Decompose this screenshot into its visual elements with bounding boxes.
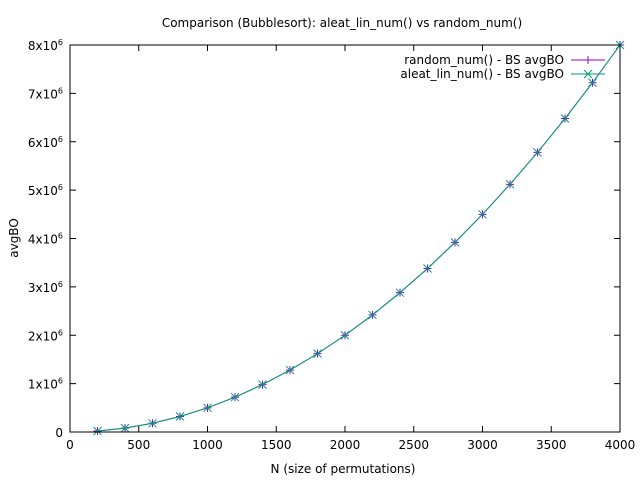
- data-point: [368, 310, 377, 320]
- legend-marker: [584, 56, 592, 64]
- plot-series: [93, 40, 625, 436]
- series-1: [93, 40, 625, 436]
- y-tick-mantissa: 2x10: [28, 329, 58, 343]
- x-tick-label: 3500: [536, 438, 567, 452]
- data-point: [505, 179, 515, 189]
- y-tick-exponent: 6: [58, 232, 63, 241]
- x-tick-label: 2000: [330, 438, 361, 452]
- data-point: [588, 78, 597, 88]
- legend-label: aleat_lin_num() - BS avgBO: [400, 67, 564, 81]
- y-tick-label: 6x106: [28, 135, 63, 150]
- data-point: [423, 264, 432, 273]
- y-tick-mantissa: 6x10: [28, 136, 58, 150]
- data-point: [203, 403, 212, 413]
- x-tick-label: 4000: [605, 438, 636, 452]
- y-tick-label: 1x106: [28, 377, 63, 392]
- y-tick-label: 3x106: [28, 280, 63, 295]
- x-tick-label: 3000: [467, 438, 498, 452]
- data-point: [395, 288, 405, 298]
- y-tick-mantissa: 4x10: [28, 233, 58, 247]
- x-tick-label: 1000: [192, 438, 223, 452]
- x-axis-label: N (size of permutations): [271, 462, 416, 476]
- x-tick-label: 0: [66, 438, 74, 452]
- y-tick-mantissa: 8x10: [28, 39, 58, 53]
- legend-label: random_num() - BS avgBO: [404, 53, 564, 67]
- y-tick-label: 8x106: [28, 38, 63, 53]
- y-tick-mantissa: 3x10: [28, 281, 58, 295]
- legend-entry: aleat_lin_num() - BS avgBO: [400, 67, 605, 81]
- y-tick-mantissa: 7x10: [28, 87, 58, 101]
- y-tick-exponent: 6: [58, 280, 63, 289]
- data-point: [93, 426, 102, 436]
- y-tick-label: 7x106: [28, 86, 63, 101]
- data-point: [313, 349, 322, 358]
- data-point: [230, 392, 240, 402]
- y-tick-label: 2x106: [28, 328, 63, 343]
- y-tick-mantissa: 1x10: [28, 378, 58, 392]
- y-tick-mantissa: 5x10: [28, 184, 58, 198]
- y-tick-exponent: 6: [58, 377, 63, 386]
- x-tick-label: 1500: [261, 438, 292, 452]
- data-point: [450, 238, 460, 247]
- axis-ticks: 0 500 1000 1500 2000 2500 3000 3500 400001x1062x…: [28, 38, 635, 452]
- series-line: [97, 44, 621, 432]
- data-point: [148, 418, 157, 428]
- data-point: [533, 148, 542, 157]
- data-point: [340, 330, 350, 340]
- y-tick-exponent: 6: [58, 38, 63, 47]
- data-point: [560, 114, 570, 123]
- data-point: [258, 380, 267, 389]
- data-point: [285, 365, 295, 375]
- y-tick-exponent: 6: [58, 86, 63, 95]
- y-tick-exponent: 6: [58, 183, 63, 192]
- y-tick-label: 0: [55, 426, 63, 440]
- y-tick-label: 4x106: [28, 232, 63, 247]
- x-tick-label: 2500: [398, 438, 429, 452]
- y-tick-exponent: 6: [58, 135, 63, 144]
- x-tick-label: 500: [127, 438, 150, 452]
- data-point: [175, 412, 185, 421]
- legend-marker: [583, 69, 593, 79]
- legend-entry: random_num() - BS avgBO: [404, 53, 605, 67]
- data-point: [478, 209, 487, 219]
- y-tick-label: 5x106: [28, 183, 63, 198]
- series-0: [93, 41, 624, 436]
- y-tick-exponent: 6: [58, 328, 63, 337]
- series-line: [97, 44, 621, 432]
- y-tick-mantissa: 0: [55, 426, 63, 440]
- plot-frame: [69, 44, 621, 433]
- chart-title: Comparison (Bubblesort): aleat_lin_num()…: [162, 16, 522, 30]
- y-axis-label: avgBO: [7, 218, 21, 258]
- data-point: [120, 423, 130, 433]
